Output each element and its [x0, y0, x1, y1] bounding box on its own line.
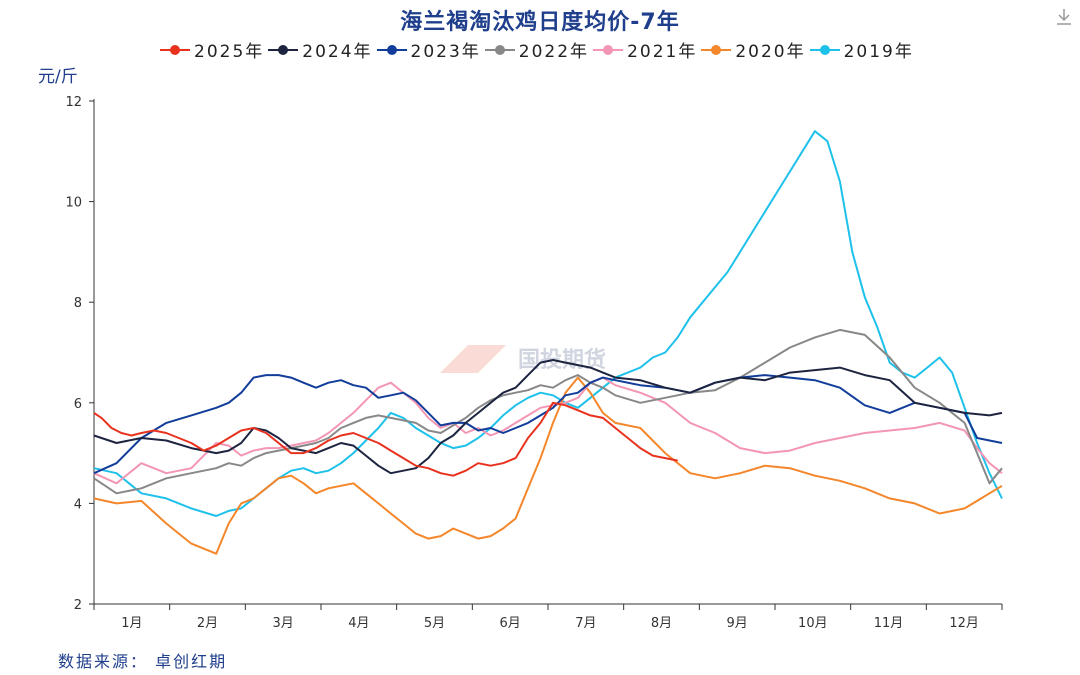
legend-marker: [376, 44, 407, 55]
x-tick-label: 6月: [500, 616, 521, 631]
data-source-note: 数据来源： 卓创红期: [58, 652, 228, 671]
watermark: 国投期货: [440, 345, 606, 373]
x-tick-label: 4月: [348, 616, 369, 631]
y-tick-label: 2: [74, 598, 82, 613]
chart-title: 海兰褐淘汰鸡日度均价-7年: [400, 10, 680, 35]
x-tick-label: 1月: [121, 616, 142, 631]
legend-item-2024[interactable]: 2024年: [268, 37, 372, 62]
legend-marker: [160, 44, 190, 55]
x-tick-label: 7月: [575, 616, 596, 631]
series-line-2022: [93, 328, 1003, 495]
y-tick-label: 12: [65, 95, 82, 110]
y-tick-label: 6: [74, 397, 82, 412]
series-line-2023: [93, 374, 1003, 475]
legend-marker: [809, 44, 840, 55]
chart-legend: 2025年 2024年 2023年 2022年 2021年 2020年 2019年: [160, 37, 918, 62]
series-line-2021: [93, 376, 1003, 485]
legend-item-2021[interactable]: 2021年: [593, 37, 697, 62]
x-tick-label: 8月: [651, 616, 672, 631]
legend-item-2023[interactable]: 2023年: [376, 37, 481, 62]
y-tick-label: 4: [74, 497, 82, 512]
series-line-2024: [93, 359, 1003, 475]
legend-item-2025[interactable]: 2025年: [160, 37, 264, 62]
x-tick-label: 10月: [798, 616, 828, 631]
x-tick-label: 9月: [727, 616, 748, 631]
y-axis-unit-label: 元/斤: [38, 67, 78, 87]
legend-label: 2023年: [410, 42, 481, 62]
legend-label: 2024年: [302, 42, 373, 62]
legend-marker: [593, 44, 624, 55]
legend-item-2019[interactable]: 2019年: [809, 37, 914, 62]
x-tick-label: 2月: [197, 616, 218, 631]
legend-label: 2022年: [518, 42, 590, 62]
legend-marker: [484, 44, 515, 55]
series-line-2019: [93, 130, 1003, 517]
series-line-2020: [93, 376, 1003, 555]
legend-marker: [268, 44, 299, 55]
x-tick-label: 12月: [949, 616, 979, 631]
legend-label: 2025年: [194, 42, 265, 62]
x-tick-label: 3月: [273, 616, 294, 631]
x-tick-label: 11月: [874, 616, 904, 631]
legend-label: 2019年: [843, 42, 914, 62]
x-tick-label: 5月: [424, 616, 445, 631]
legend-label: 2020年: [735, 42, 806, 62]
legend-label: 2021年: [627, 42, 698, 62]
legend-marker: [701, 44, 732, 55]
legend-item-2022[interactable]: 2022年: [484, 37, 590, 62]
y-tick-label: 10: [65, 196, 82, 211]
series-line-2025: [93, 401, 678, 477]
legend-item-2020[interactable]: 2020年: [701, 37, 805, 62]
line-chart: 国投期货 2 4 6 8 10 12 1月 2月 3月 4月 5月 6月 7月 8月 9月 10月 11月 12月: [65, 95, 1003, 631]
y-tick-label: 8: [74, 296, 82, 311]
download-icon[interactable]: [1056, 8, 1072, 26]
